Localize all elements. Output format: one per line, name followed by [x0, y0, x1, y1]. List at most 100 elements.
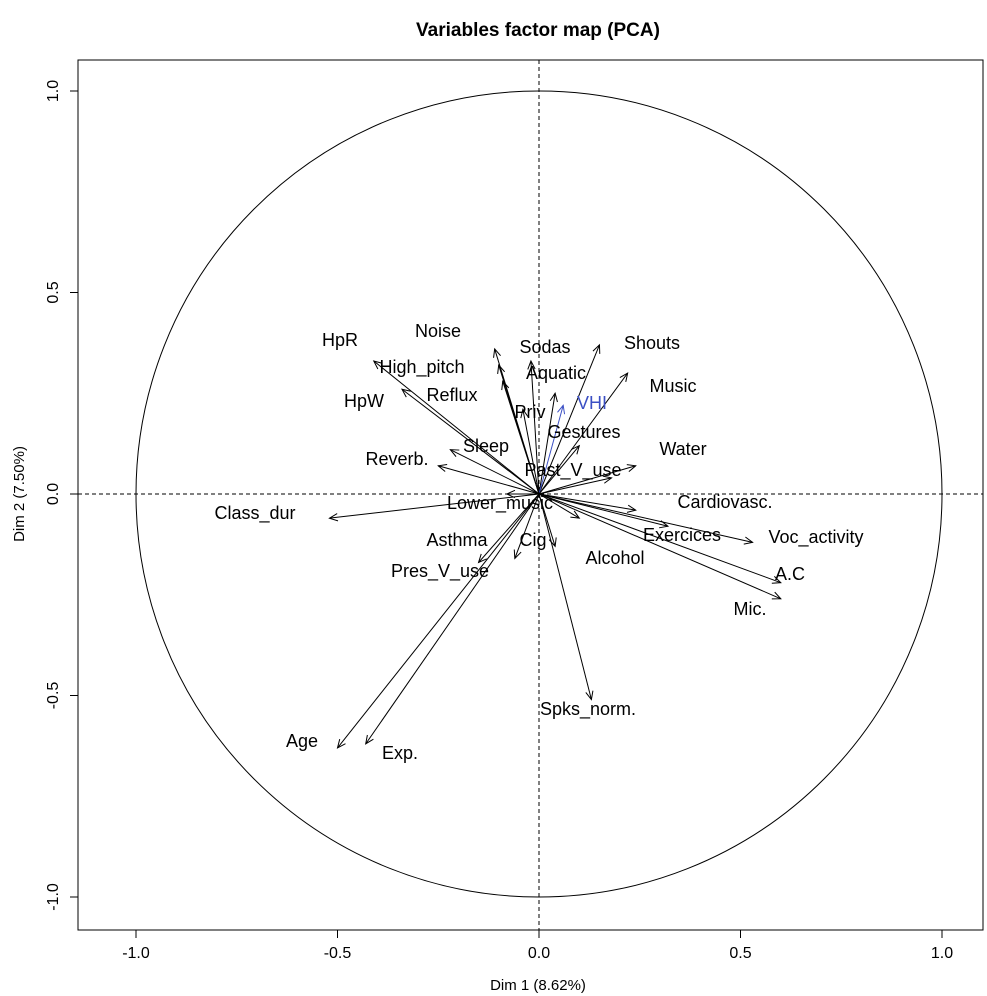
arrow-head	[497, 363, 506, 375]
arrow-water	[538, 464, 637, 495]
arrow-gestures	[538, 444, 581, 495]
arrow-shaft	[514, 493, 540, 559]
label-asthma: Asthma	[426, 530, 488, 550]
arrow-head	[585, 690, 594, 701]
label-pres-v-use: Pres_V_use	[391, 561, 489, 582]
axis-ticks: -1.0 -0.5 0.0 0.5 1.0 -1.0 -0.5 0.0 0.5 1.0	[45, 80, 953, 962]
arrow-shaft	[538, 344, 600, 495]
label-past-v-use: Past_V_use	[524, 460, 621, 481]
variable-labels: HpR Noise Sodas Shouts High_pitch Aquatic Musi…	[214, 321, 863, 763]
arrow-shaft	[401, 388, 540, 495]
arrow-shaft	[522, 409, 540, 495]
y-axis-label: Dim 2 (7.50%)	[11, 446, 28, 542]
label-sodas: Sodas	[519, 337, 570, 357]
arrow-shaft	[538, 477, 612, 495]
x-tick-label: -0.5	[324, 945, 352, 962]
arrow-shaft	[329, 493, 540, 519]
x-tick-label: 0.0	[528, 945, 550, 962]
label-reverb: Reverb.	[365, 449, 428, 469]
arrow-shaft	[502, 381, 540, 495]
label-water: Water	[659, 439, 706, 459]
arrow-shaft	[538, 493, 781, 584]
arrow-cardiovasc	[538, 493, 637, 513]
arrow-shaft	[538, 372, 629, 495]
arrow-shaft	[438, 465, 540, 495]
label-vhi: VHI	[577, 393, 607, 413]
arrow-shouts	[538, 343, 601, 495]
arrow-head	[401, 388, 411, 398]
arrow-asthma	[513, 493, 540, 560]
arrow-aquatic	[538, 392, 558, 495]
arrow-head	[437, 463, 448, 472]
arrow-shaft	[337, 493, 540, 749]
label-spks-norm: Spks_norm.	[540, 699, 636, 720]
arrow-a-c	[538, 493, 782, 584]
x-tick-label: -1.0	[122, 945, 150, 962]
arrow-shaft	[538, 493, 781, 600]
arrow-reflux	[501, 379, 540, 495]
x-tick-label: 0.5	[729, 945, 751, 962]
arrow-shaft	[538, 405, 564, 495]
arrow-exp	[365, 493, 540, 745]
y-tick-label: 0.0	[45, 483, 62, 505]
arrow-hpr	[372, 360, 540, 495]
arrow-head	[527, 359, 536, 370]
arrow-shaft	[365, 493, 540, 745]
arrow-shaft	[530, 360, 540, 495]
arrow-shaft	[538, 493, 669, 527]
arrow-head	[743, 536, 754, 545]
label-hpr: HpR	[322, 330, 358, 350]
arrow-age	[336, 493, 540, 749]
arrow-shaft	[538, 393, 556, 495]
arrow-class-dur	[328, 493, 540, 522]
label-shouts: Shouts	[624, 333, 680, 353]
arrow-priv	[520, 408, 540, 495]
arrow-shaft	[373, 360, 540, 495]
x-axis-label: Dim 1 (8.62%)	[490, 977, 586, 994]
label-exp: Exp.	[382, 743, 418, 763]
y-tick-label: 0.5	[45, 281, 62, 303]
label-gestures: Gestures	[547, 422, 620, 442]
arrow-shaft	[538, 465, 636, 495]
arrow-head	[328, 513, 339, 522]
arrow-head	[602, 475, 613, 484]
label-priv: Priv	[515, 402, 546, 422]
arrow-head	[570, 510, 581, 519]
label-reflux: Reflux	[426, 385, 477, 405]
arrow-sodas	[527, 359, 540, 495]
label-cig: Cig	[519, 530, 546, 550]
label-age: Age	[286, 731, 318, 751]
arrow-head	[477, 553, 487, 564]
arrow-head	[626, 464, 637, 472]
plot-frame	[77, 59, 984, 931]
arrow-head	[619, 372, 629, 383]
label-aquatic: Aquatic	[526, 363, 586, 383]
arrow-head	[449, 449, 460, 457]
arrow-head	[771, 591, 782, 600]
arrow-alcohol	[538, 493, 581, 519]
arrow-shaft	[538, 445, 580, 495]
x-tick-label: 1.0	[931, 945, 953, 962]
arrow-shaft	[538, 493, 753, 543]
arrow-head	[592, 343, 601, 354]
y-tick-label: -0.5	[45, 682, 62, 710]
arrow-pres-v-use	[477, 493, 540, 564]
label-class-dur: Class_dur	[214, 503, 295, 524]
arrow-head	[365, 734, 374, 745]
arrow-head	[570, 444, 581, 455]
arrow-head	[501, 379, 510, 391]
arrow-voc-activity	[538, 493, 754, 545]
arrow-shaft	[478, 493, 540, 563]
label-exercices: Exercices	[643, 525, 721, 545]
arrow-shaft	[538, 493, 636, 511]
arrow-vhi	[538, 404, 566, 495]
arrow-past-v-use	[538, 475, 613, 495]
label-cardiovasc: Cardiovasc.	[677, 492, 772, 512]
label-noise: Noise	[415, 321, 461, 341]
label-alcohol: Alcohol	[585, 548, 644, 568]
label-voc-activity: Voc_activity	[768, 527, 863, 548]
arrow-head	[557, 404, 566, 415]
arrow-shaft	[450, 449, 540, 495]
arrow-reverb	[437, 463, 540, 495]
